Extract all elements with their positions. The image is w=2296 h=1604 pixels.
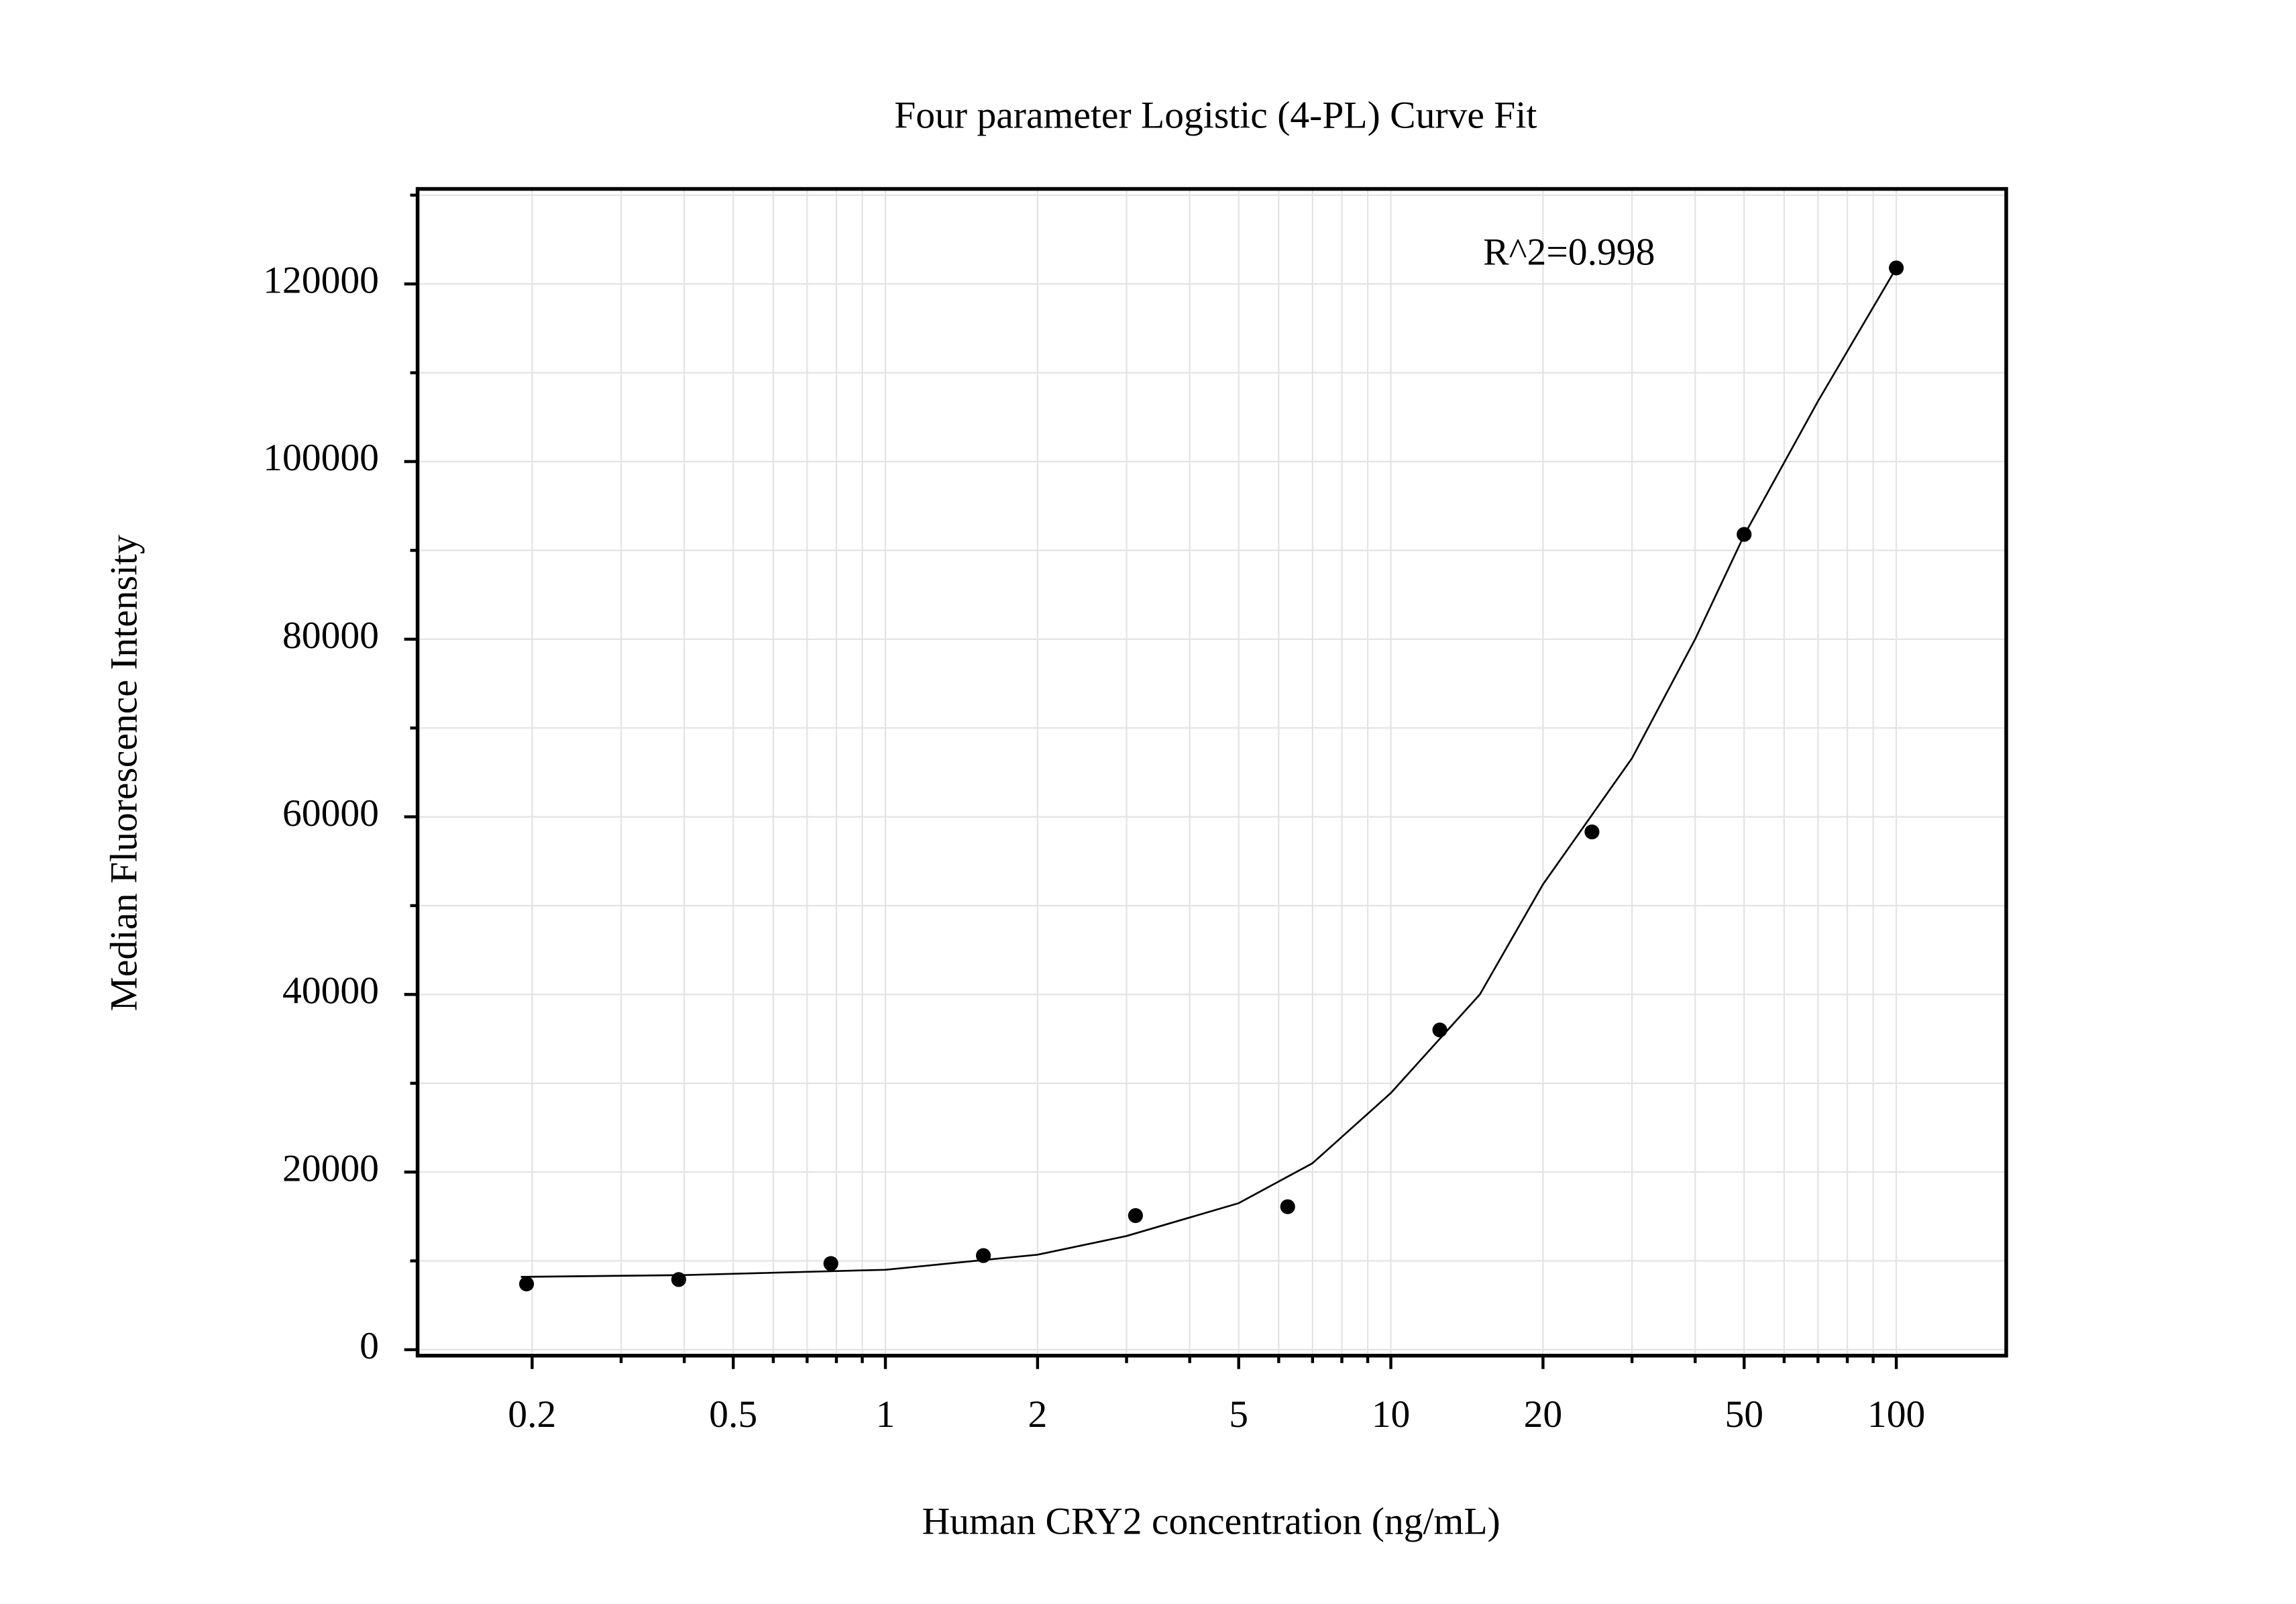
fit-curve bbox=[521, 267, 1898, 1278]
data-point bbox=[1280, 1199, 1295, 1214]
y-tick-label: 40000 bbox=[282, 970, 379, 1012]
data-point bbox=[1432, 1022, 1447, 1038]
x-tick-label: 2 bbox=[1028, 1393, 1047, 1436]
data-point bbox=[823, 1256, 838, 1271]
y-tick-label: 80000 bbox=[282, 614, 379, 657]
x-tick-label: 0.2 bbox=[508, 1393, 556, 1436]
x-tick-label: 20 bbox=[1524, 1393, 1563, 1436]
chart-title: Four parameter Logistic (4-PL) Curve Fit bbox=[894, 95, 1537, 137]
y-tick-label: 100000 bbox=[263, 437, 379, 479]
x-tick-label: 100 bbox=[1867, 1393, 1925, 1436]
data-point bbox=[518, 1276, 535, 1292]
x-tick-label: 1 bbox=[876, 1393, 895, 1436]
y-tick-label: 60000 bbox=[282, 792, 379, 835]
x-tick-label: 5 bbox=[1229, 1393, 1248, 1436]
x-tick-label: 10 bbox=[1372, 1393, 1411, 1436]
data-point bbox=[1584, 824, 1600, 840]
annotation: R^2=0.998 bbox=[1483, 231, 1655, 274]
x-tick-label: 50 bbox=[1725, 1393, 1763, 1436]
y-tick-label: 0 bbox=[360, 1325, 379, 1367]
data-point bbox=[1128, 1208, 1143, 1224]
y-tick-label: 120000 bbox=[263, 259, 379, 301]
y-tick-label: 20000 bbox=[282, 1147, 379, 1189]
x-tick-label: 0.5 bbox=[709, 1393, 757, 1436]
plot-frame bbox=[415, 186, 2008, 1358]
plot bbox=[518, 260, 1904, 1292]
y-axis-label: Median Fluorescence Intensity bbox=[103, 535, 146, 1011]
grid bbox=[417, 189, 2006, 1356]
x-axis-label: Human CRY2 concentration (ng/mL) bbox=[922, 1501, 1500, 1543]
